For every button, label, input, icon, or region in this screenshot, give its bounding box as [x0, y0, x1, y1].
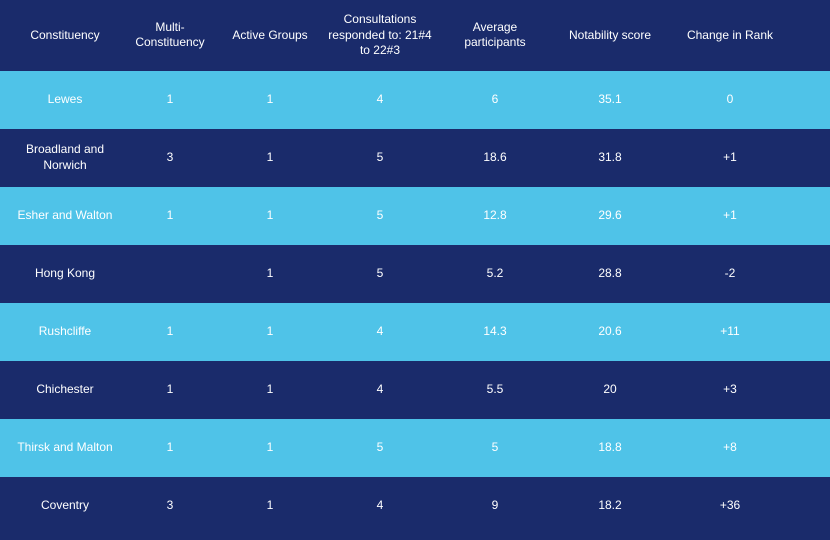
cell-score: 18.2	[550, 494, 670, 518]
cell-active: 1	[220, 494, 320, 518]
cell-active: 1	[220, 88, 320, 112]
col-active: Active Groups	[220, 24, 320, 48]
cell-multi: 1	[120, 320, 220, 344]
cell-constituency: Rushcliffe	[10, 320, 120, 344]
cell-multi: 3	[120, 146, 220, 170]
col-change: Change in Rank	[670, 24, 790, 48]
cell-score: 29.6	[550, 204, 670, 228]
cell-change: -2	[670, 262, 790, 286]
cell-change: +36	[670, 494, 790, 518]
cell-multi: 1	[120, 204, 220, 228]
cell-change: 0	[670, 88, 790, 112]
cell-constituency: Broadland and Norwich	[10, 138, 120, 177]
cell-active: 1	[220, 378, 320, 402]
table-row: Broadland and Norwich 3 1 5 18.6 31.8 +1	[0, 129, 830, 187]
table-row: Rushcliffe 1 1 4 14.3 20.6 +11	[0, 303, 830, 361]
table-row: Lewes 1 1 4 6 35.1 0	[0, 71, 830, 129]
cell-change: +11	[670, 320, 790, 344]
cell-active: 1	[220, 436, 320, 460]
cell-score: 20.6	[550, 320, 670, 344]
cell-consult: 4	[320, 494, 440, 518]
cell-constituency: Esher and Walton	[10, 204, 120, 228]
col-multi: Multi-Constituency	[120, 16, 220, 55]
col-consult: Consultations responded to: 21#4 to 22#3	[320, 8, 440, 63]
constituency-table: Constituency Multi-Constituency Active G…	[0, 0, 830, 535]
cell-avg: 9	[440, 494, 550, 518]
cell-consult: 5	[320, 204, 440, 228]
cell-score: 20	[550, 378, 670, 402]
cell-constituency: Coventry	[10, 494, 120, 518]
cell-change: +8	[670, 436, 790, 460]
cell-constituency: Lewes	[10, 88, 120, 112]
cell-avg: 18.6	[440, 146, 550, 170]
cell-multi: 1	[120, 88, 220, 112]
cell-avg: 5.5	[440, 378, 550, 402]
cell-active: 1	[220, 146, 320, 170]
table-row: Chichester 1 1 4 5.5 20 +3	[0, 361, 830, 419]
table-header-row: Constituency Multi-Constituency Active G…	[0, 0, 830, 71]
cell-multi: 1	[120, 378, 220, 402]
cell-constituency: Hong Kong	[10, 262, 120, 286]
col-avg: Average participants	[440, 16, 550, 55]
col-constituency: Constituency	[10, 24, 120, 48]
cell-avg: 6	[440, 88, 550, 112]
cell-change: +3	[670, 378, 790, 402]
cell-constituency: Thirsk and Malton	[10, 436, 120, 460]
col-score: Notability score	[550, 24, 670, 48]
cell-multi: 1	[120, 436, 220, 460]
cell-avg: 14.3	[440, 320, 550, 344]
cell-constituency: Chichester	[10, 378, 120, 402]
table-row: Hong Kong 1 5 5.2 28.8 -2	[0, 245, 830, 303]
cell-consult: 5	[320, 262, 440, 286]
cell-consult: 4	[320, 320, 440, 344]
table-row: Thirsk and Malton 1 1 5 5 18.8 +8	[0, 419, 830, 477]
cell-multi	[120, 270, 220, 278]
cell-active: 1	[220, 204, 320, 228]
cell-score: 18.8	[550, 436, 670, 460]
cell-avg: 5.2	[440, 262, 550, 286]
cell-consult: 4	[320, 378, 440, 402]
cell-change: +1	[670, 204, 790, 228]
cell-consult: 5	[320, 436, 440, 460]
cell-avg: 5	[440, 436, 550, 460]
cell-avg: 12.8	[440, 204, 550, 228]
cell-multi: 3	[120, 494, 220, 518]
cell-score: 35.1	[550, 88, 670, 112]
cell-consult: 4	[320, 88, 440, 112]
table-row: Coventry 3 1 4 9 18.2 +36	[0, 477, 830, 535]
table-row: Esher and Walton 1 1 5 12.8 29.6 +1	[0, 187, 830, 245]
cell-change: +1	[670, 146, 790, 170]
cell-score: 31.8	[550, 146, 670, 170]
cell-active: 1	[220, 320, 320, 344]
cell-active: 1	[220, 262, 320, 286]
cell-score: 28.8	[550, 262, 670, 286]
cell-consult: 5	[320, 146, 440, 170]
